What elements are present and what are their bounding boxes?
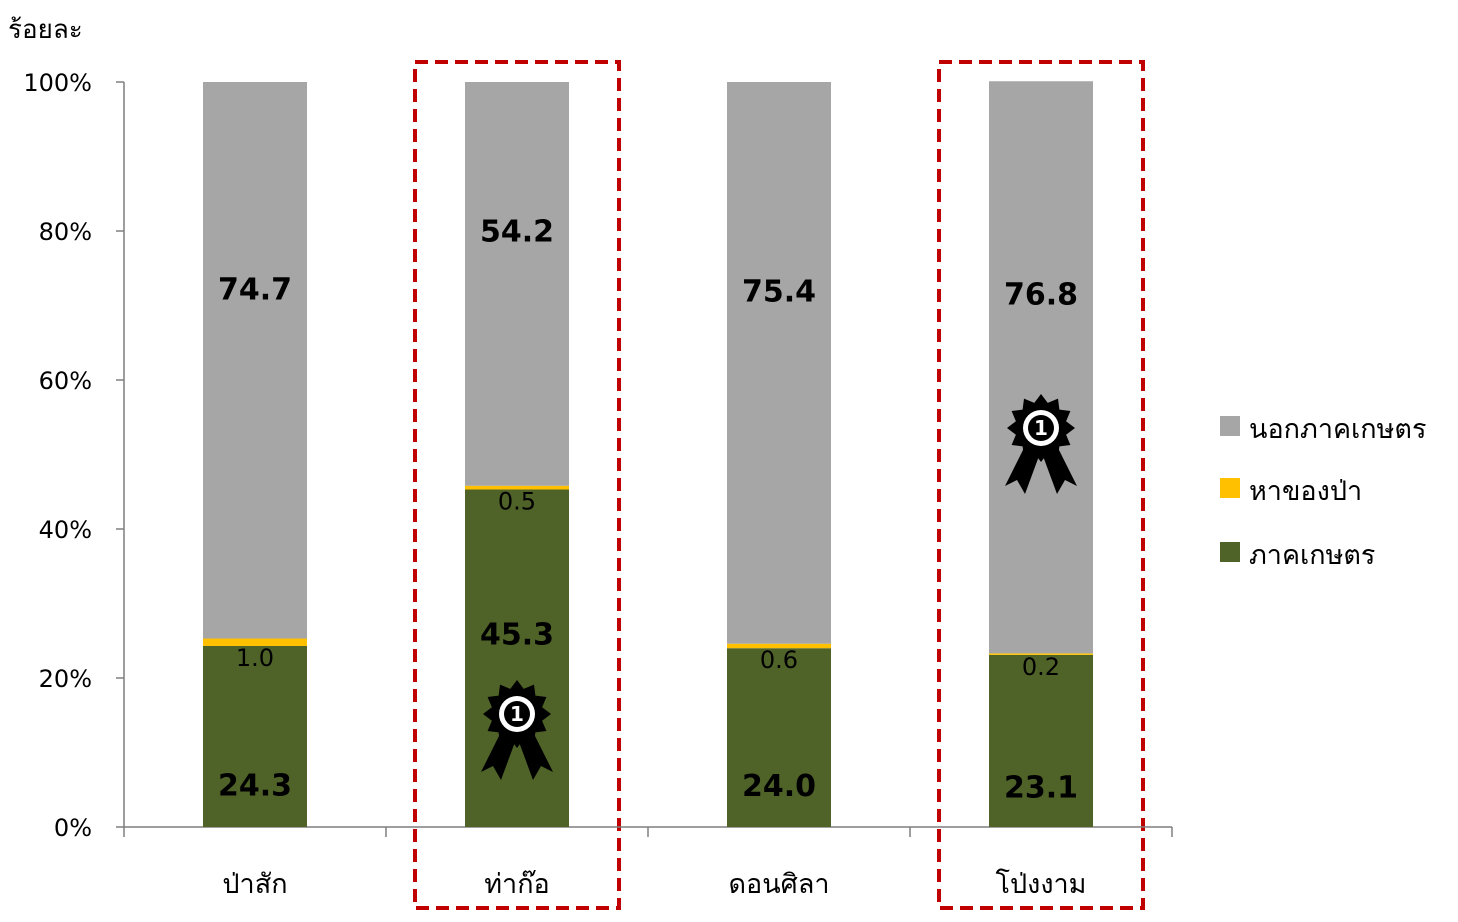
data-label: 24.0	[742, 769, 816, 804]
bar-segment	[727, 643, 831, 649]
bar-segment	[727, 82, 831, 644]
bar-segment	[989, 654, 1093, 827]
badge-rank: 1	[510, 702, 524, 726]
legend-swatch	[1220, 542, 1240, 562]
ribbon-left	[481, 732, 515, 780]
bar-segment	[465, 82, 569, 486]
data-label: 0.5	[498, 488, 536, 516]
highlight-box	[413, 60, 621, 910]
x-tick-label: ดอนศิลา	[728, 869, 829, 900]
data-label: 76.8	[1004, 278, 1078, 313]
highlight-boxes	[413, 60, 1145, 910]
bar-segment	[465, 485, 569, 490]
data-label: 45.3	[480, 618, 554, 653]
bar-segment	[203, 82, 307, 639]
bar-segment	[989, 81, 1093, 654]
seal-core	[1028, 415, 1054, 441]
bar-segment	[727, 648, 831, 827]
data-label: 23.1	[1004, 771, 1078, 806]
y-tick-label: 80%	[39, 218, 92, 246]
bar-segment	[465, 489, 569, 827]
axes: 0% 20% 40% 60% 80% 100% ป่าสัก ท่าก๊อ ดอนศิลา โป่…	[23, 69, 1173, 900]
rank-ribbon-icon: 1	[1005, 394, 1077, 494]
bar-segment	[203, 645, 307, 827]
highlight-box	[937, 60, 1145, 910]
y-tick-label: 100%	[23, 69, 92, 97]
data-label: 74.7	[218, 272, 292, 307]
bar-segment	[203, 638, 307, 646]
x-tick-label: ป่าสัก	[222, 869, 287, 900]
legend-label: ภาคเกษตร	[1249, 540, 1375, 571]
legend-swatch	[1220, 416, 1240, 436]
y-tick-label: 0%	[54, 814, 92, 842]
y-tick-label: 40%	[39, 516, 92, 544]
legend-swatch	[1220, 478, 1240, 498]
y-axis-label: ร้อยละ	[8, 15, 83, 45]
rank-ribbon-icon: 1	[481, 680, 553, 780]
bar-segment	[989, 653, 1093, 655]
bars	[203, 81, 1093, 827]
data-label: 0.2	[1022, 653, 1060, 681]
legend-label: นอกภาคเกษตร	[1249, 414, 1426, 445]
data-label: 54.2	[480, 214, 554, 249]
x-tick-label: โป่งงาม	[996, 869, 1087, 900]
seal-core	[504, 701, 530, 727]
data-label: 1.0	[236, 644, 274, 672]
ribbon-right	[1043, 446, 1077, 494]
data-label: 24.3	[218, 769, 292, 804]
y-tick-label: 60%	[39, 367, 92, 395]
x-tick-label: ท่าก๊อ	[484, 869, 550, 900]
data-label: 75.4	[742, 274, 816, 309]
data-labels: 24.3 1.0 74.7 45.3 0.5 54.2 24.0 0.6 75.4 23.1 0.2…	[218, 214, 1078, 805]
legend-label: หาของป่า	[1249, 476, 1362, 507]
ribbon-left	[1005, 446, 1039, 494]
data-label: 0.6	[760, 646, 798, 674]
badge-rank: 1	[1034, 416, 1048, 440]
ribbon-right	[519, 732, 553, 780]
y-tick-label: 20%	[39, 665, 92, 693]
badges: 11	[481, 394, 1077, 780]
